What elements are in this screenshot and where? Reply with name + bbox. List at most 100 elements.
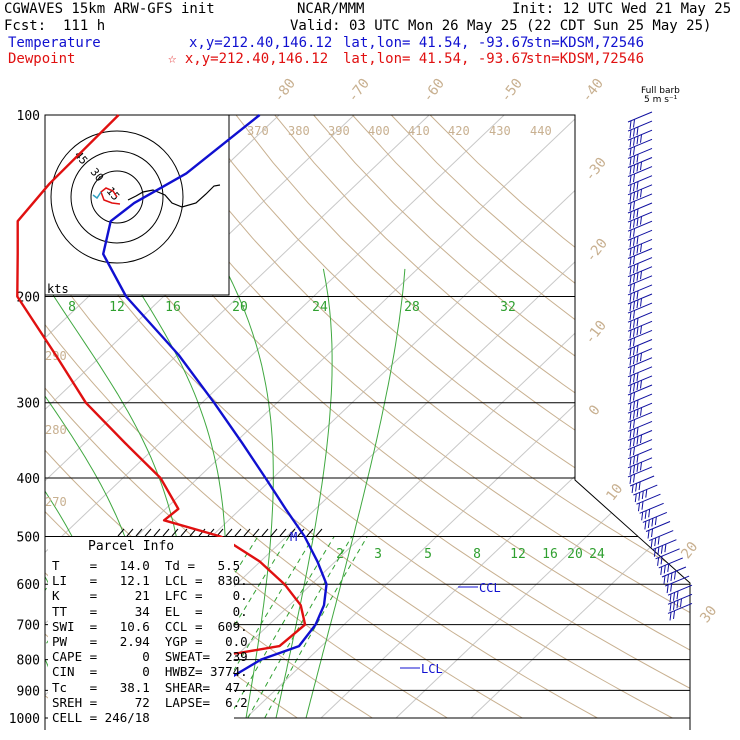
wind-barb-flag: [633, 374, 635, 383]
theta-label-410: 410: [408, 124, 430, 138]
wind-barb-shaft: [627, 411, 653, 423]
wind-barb: [627, 111, 653, 130]
wind-barb-flag: [633, 401, 635, 410]
init-time: Init: 12 UTC Wed 21 May 25: [512, 1, 732, 17]
wind-barb: [627, 430, 653, 448]
wind-barb-flag: [636, 208, 639, 218]
wind-barb-shaft: [639, 502, 664, 514]
wind-barb-flag: [636, 463, 639, 472]
pressure-label-200: 200: [17, 291, 40, 306]
wind-barb: [627, 311, 653, 330]
wind-barb-flag: [636, 409, 639, 418]
wind-barb-shaft: [627, 293, 653, 305]
wind-barb: [633, 484, 658, 503]
dry-adiabat: [45, 115, 598, 719]
parcel-info-row: PW = 2.94 YGP = 0.0: [52, 634, 248, 649]
wind-barb-flag: [669, 594, 672, 603]
wind-barb-flag: [648, 509, 651, 518]
wind-barb-flag: [629, 421, 632, 430]
wind-barb-shaft: [629, 475, 655, 487]
wind-barb-flag: [629, 412, 632, 421]
adiabat-label--50: -50: [498, 76, 526, 106]
wind-barb-flag: [636, 127, 639, 136]
wind-barb-flag: [640, 189, 642, 198]
wind-barb-shaft: [627, 193, 653, 205]
wind-barb-shaft: [627, 211, 653, 223]
wind-barb-flag: [640, 325, 642, 334]
wind-barb-flag: [651, 528, 654, 538]
theta-label-270: 270: [45, 495, 67, 509]
wind-barb-flag: [629, 330, 632, 339]
wind-barb-flag: [657, 547, 660, 556]
temperature-latlon: lat,lon= 41.54, -93.67: [343, 35, 529, 51]
wind-barb-flag: [641, 501, 644, 510]
wind-barb: [627, 366, 653, 384]
wind-barb-flag: [666, 574, 669, 583]
hatch-mark: [162, 528, 170, 537]
wind-barb: [627, 357, 653, 375]
barb-legend-units: 5 m s⁻¹: [644, 95, 678, 105]
wind-barb-flag: [629, 475, 632, 484]
wind-barb-flag: [633, 228, 635, 237]
hatch-mark: [180, 528, 188, 537]
wind-barb-flag: [673, 610, 675, 619]
wind-barb-flag: [636, 218, 639, 227]
wind-barb-shaft: [627, 466, 653, 478]
wind-barb-flag: [636, 318, 639, 327]
isotherm: [320, 115, 690, 719]
wind-barb-shaft: [645, 521, 671, 532]
theta-label-390: 390: [328, 124, 350, 138]
barb-legend-title: Full barb: [641, 86, 680, 96]
mixing-ratio-label-low-12: 12: [510, 547, 526, 562]
wind-barb-flag: [629, 430, 632, 439]
valid-time: Valid: 03 UTC Mon 26 May 25 (22 CDT Sun …: [290, 18, 712, 34]
wind-barb: [627, 275, 653, 293]
hatch-mark: [315, 528, 323, 537]
wind-barb-flag: [640, 353, 642, 362]
wind-barb-flag: [636, 436, 639, 445]
wind-barb: [627, 284, 653, 302]
wind-barb-flag: [629, 230, 632, 239]
wind-barb: [627, 320, 653, 339]
wind-barb-flag: [636, 272, 639, 281]
wind-barb-flag: [629, 466, 632, 475]
isotherm: [395, 115, 690, 719]
wind-barb-shaft: [627, 311, 653, 323]
theta-label-440: 440: [530, 124, 552, 138]
wind-barb-shaft: [627, 138, 653, 150]
barb-legend: Full barb 5 m s⁻¹: [641, 87, 680, 105]
hodograph-units: kts: [47, 282, 69, 296]
mixing-ratio-line: [247, 536, 353, 719]
dry-adiabat: [45, 115, 690, 719]
forecast-hour: Fcst: 111 h: [4, 18, 106, 34]
mixing-ratio-label-16: 16: [165, 300, 181, 315]
wind-barb-flag: [638, 481, 641, 491]
dry-adiabat: [119, 115, 690, 719]
wind-barb-shaft: [627, 248, 653, 259]
hatch-mark: [225, 528, 233, 537]
wind-barb: [627, 302, 653, 321]
dry-adiabat: [313, 115, 690, 719]
hatch-mark: [261, 528, 269, 537]
dry-adiabat: [45, 115, 673, 719]
wind-barb-flag: [629, 312, 632, 321]
wind-barb-shaft: [627, 129, 653, 141]
hatch-mark: [171, 528, 179, 537]
wind-barb-flag: [629, 457, 632, 466]
wind-barb-flag: [644, 521, 647, 530]
wind-barb-shaft: [627, 439, 653, 451]
wind-barb-flag: [640, 161, 642, 171]
dry-adiabat: [429, 115, 690, 719]
wind-barb: [627, 238, 653, 257]
wind-barb-shaft: [627, 320, 653, 332]
wind-barb-flag: [633, 383, 635, 392]
hodograph-storm-motion: [92, 191, 102, 200]
wind-barb-flag: [636, 245, 639, 254]
wind-barb: [636, 493, 661, 512]
wind-barb-shaft: [627, 384, 653, 396]
parcel-info-panel: Parcel Info T = 14.0 Td = 5.5 LI = 12.1 L…: [48, 537, 248, 727]
wind-barb-flag: [636, 427, 639, 436]
wind-barb-flag: [629, 439, 632, 448]
adiabat-label--80: -80: [271, 76, 299, 106]
